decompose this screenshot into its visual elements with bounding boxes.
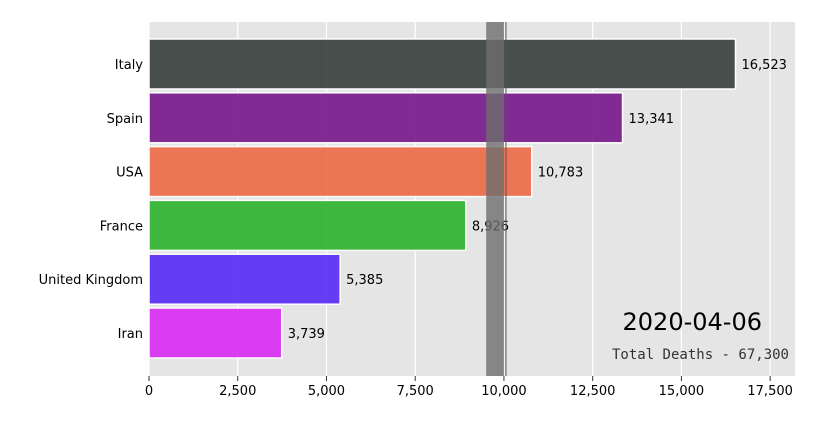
- category-label: United Kingdom: [39, 273, 143, 288]
- x-tick-label: 5,000: [308, 384, 345, 399]
- x-tick-label: 2,500: [219, 384, 256, 399]
- category-label: Italy: [115, 58, 144, 73]
- x-tick-label: 12,500: [570, 384, 616, 399]
- x-tick-label: 17,500: [747, 384, 793, 399]
- bar-usa: [148, 145, 533, 198]
- category-label: France: [100, 219, 143, 234]
- bar-italy: [148, 38, 737, 90]
- reference-band: [486, 22, 504, 376]
- category-label: Iran: [118, 327, 143, 342]
- bar-france: [148, 199, 467, 252]
- bar-spain: [148, 92, 624, 144]
- x-tick-label: 7,500: [397, 384, 434, 399]
- value-label: 10,783: [538, 166, 584, 181]
- bar-united-kingdom: [148, 253, 341, 305]
- value-label: 16,523: [741, 58, 787, 73]
- value-label: 3,739: [288, 327, 325, 342]
- date-label: 2020-04-06: [623, 308, 762, 336]
- value-label: 13,341: [629, 112, 675, 127]
- x-tick-label: 10,000: [481, 384, 527, 399]
- x-tick-label: 15,000: [659, 384, 705, 399]
- category-label: Spain: [107, 112, 143, 127]
- bar-iran: [148, 307, 283, 359]
- x-tick-label: 0: [145, 384, 153, 399]
- value-label: 5,385: [346, 273, 383, 288]
- total-deaths-label: Total Deaths - 67,300: [612, 347, 789, 363]
- category-label: USA: [116, 166, 143, 181]
